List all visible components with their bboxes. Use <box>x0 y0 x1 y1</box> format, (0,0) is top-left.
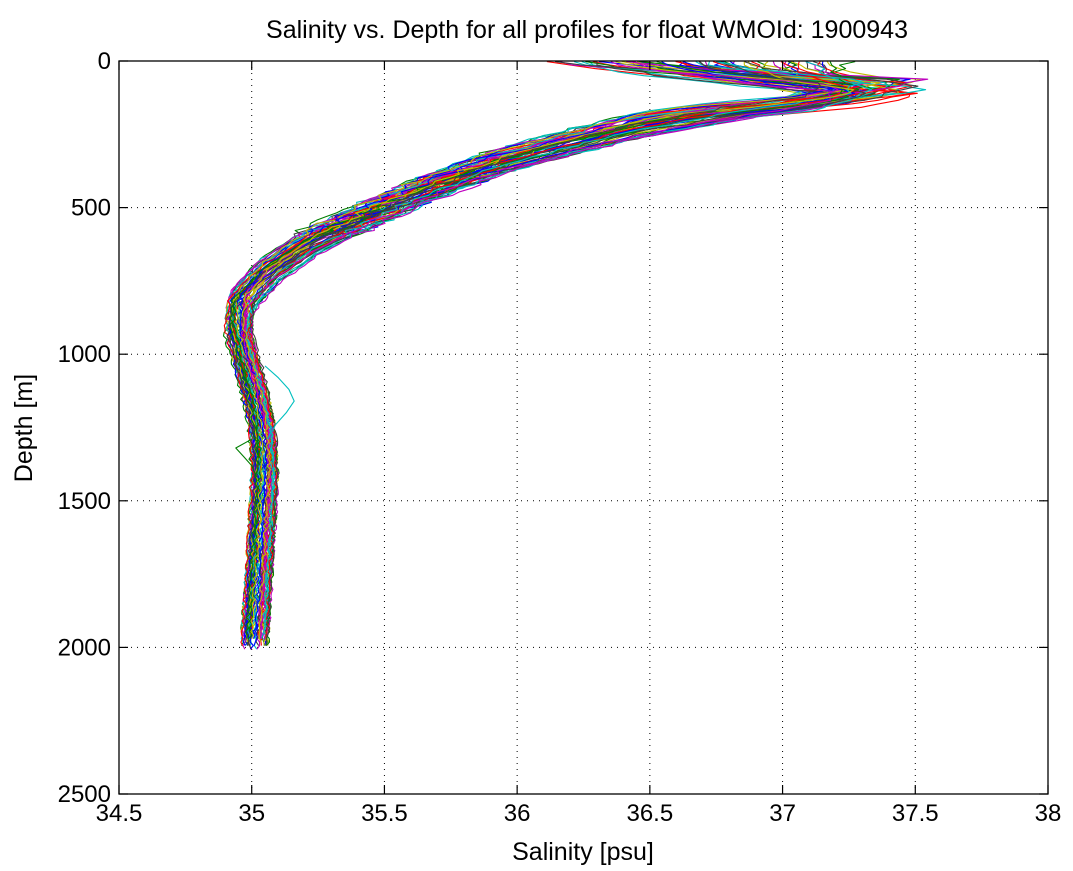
profiles <box>222 61 929 650</box>
salinity-profile-line <box>234 61 851 639</box>
x-tick-label: 37.5 <box>892 800 939 827</box>
y-tick-label: 1500 <box>58 488 111 515</box>
x-tick-label: 38 <box>1035 800 1062 827</box>
y-axis-label: Depth [m] <box>10 374 38 482</box>
salinity-profile-line <box>247 61 856 643</box>
y-tick-label: 2500 <box>58 781 111 808</box>
salinity-profile-line <box>241 61 855 639</box>
salinity-profile-line <box>245 61 865 639</box>
y-tick-label: 1000 <box>58 341 111 368</box>
anomaly-profile-line <box>235 438 258 478</box>
plot-frame <box>118 60 1049 795</box>
y-tick-label: 500 <box>71 195 111 222</box>
x-tick-label: 35 <box>238 800 265 827</box>
salinity-profile-line <box>249 61 822 646</box>
x-tick-label: 34.5 <box>96 800 143 827</box>
x-tick-label: 35.5 <box>361 800 408 827</box>
salinity-profile-line <box>232 61 857 650</box>
y-tick-label: 0 <box>98 48 111 75</box>
x-tick-label: 36.5 <box>626 800 673 827</box>
y-tick-label: 2000 <box>58 634 111 661</box>
anomaly-profile-line <box>264 365 295 440</box>
tick-labels: 34.5 35 35.5 36 36.5 37 37.5 38 0 500 1000 1500 2000… <box>58 48 1062 827</box>
salinity-profile-line <box>226 61 867 636</box>
salinity-profile-line <box>234 61 922 639</box>
axes <box>118 60 1049 795</box>
salinity-profile-line <box>232 61 927 646</box>
x-axis-label: Salinity [psu] <box>512 838 654 866</box>
chart-title: Salinity vs. Depth for all profiles for … <box>266 16 908 44</box>
x-tick-label: 36 <box>504 800 531 827</box>
x-tick-label: 37 <box>769 800 796 827</box>
